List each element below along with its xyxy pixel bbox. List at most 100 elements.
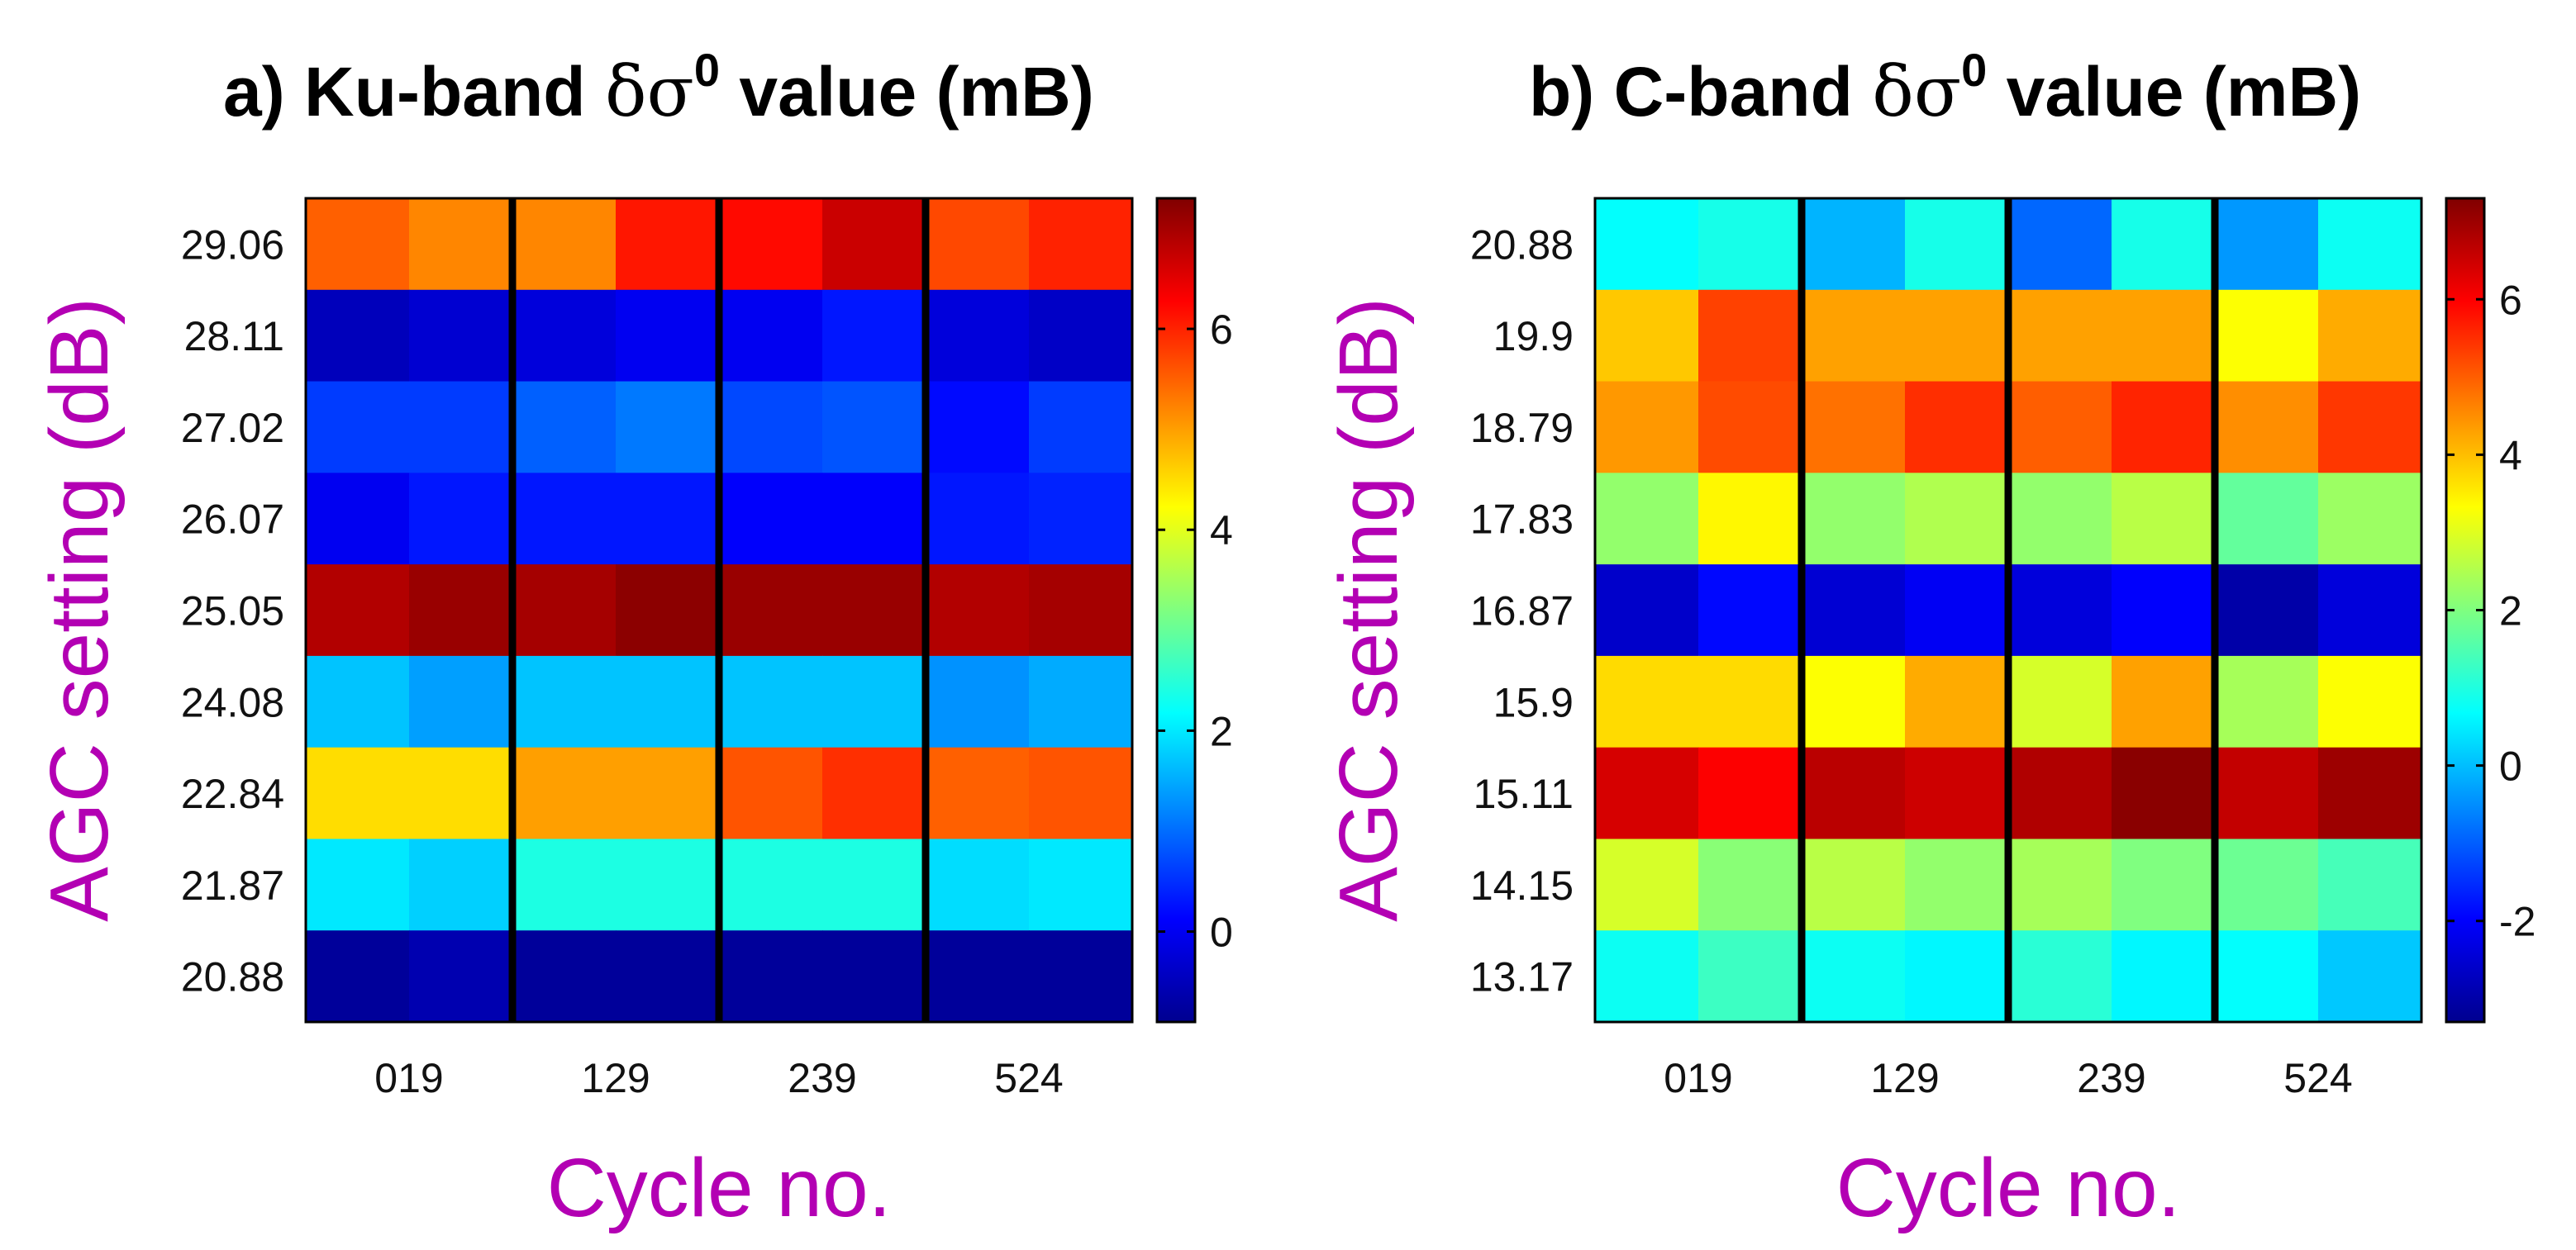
panel-a-cell-r8-c3 bbox=[616, 930, 720, 1023]
panel-b-cell-r3-c6 bbox=[2215, 473, 2319, 565]
panel-b-cell-r7-c2 bbox=[1802, 839, 1906, 931]
panel-b-cell-r0-c1 bbox=[1698, 198, 1802, 291]
panel-a-cell-r6-c2 bbox=[512, 747, 617, 840]
panel-a-heatmap-cells bbox=[306, 198, 1133, 1023]
panel-a-cell-r1-c1 bbox=[409, 289, 513, 383]
panel-a-cell-r2-c4 bbox=[719, 381, 823, 473]
panel-b-y-axis-label: AGC setting (dB) bbox=[1322, 297, 1415, 922]
panel-b-cell-r8-c5 bbox=[2112, 930, 2216, 1023]
panel-b-cell-r6-c0 bbox=[1595, 747, 1699, 840]
panel-a-y-tick-3: 26.07 bbox=[181, 497, 284, 543]
panel-b-title: b) C-band δσ0 value (mB) bbox=[1529, 44, 2361, 132]
panel-b-cell-r6-c4 bbox=[2008, 747, 2112, 840]
panel-b-cell-r4-c6 bbox=[2215, 564, 2319, 657]
panel-b-cell-r1-c0 bbox=[1595, 289, 1699, 383]
panel-a-cell-r6-c3 bbox=[616, 747, 720, 840]
panel-a-cell-r0-c5 bbox=[822, 198, 926, 291]
panel-a-cell-r5-c1 bbox=[409, 655, 513, 749]
panel-b-cell-r5-c3 bbox=[1905, 655, 2009, 749]
panel-b-cell-r2-c2 bbox=[1802, 381, 1906, 473]
panel-a-y-tick-5: 24.08 bbox=[181, 679, 284, 725]
panel-a-cell-r4-c7 bbox=[1029, 564, 1133, 657]
panel-a-cell-r3-c5 bbox=[822, 473, 926, 565]
panel-b-cell-r5-c0 bbox=[1595, 655, 1699, 749]
panel-a-cell-r4-c1 bbox=[409, 564, 513, 657]
panel-b-cell-r6-c5 bbox=[2112, 747, 2216, 840]
panel-a-colorbar-tick-0: 0 bbox=[1210, 910, 1233, 956]
panel-a-cell-r3-c2 bbox=[512, 473, 617, 565]
panel-a-cell-r5-c4 bbox=[719, 655, 823, 749]
panel-a-title: a) Ku-band δσ0 value (mB) bbox=[223, 44, 1094, 132]
panel-b-cell-r6-c3 bbox=[1905, 747, 2009, 840]
panel-a-cell-r6-c5 bbox=[822, 747, 926, 840]
panel-b-colorbar-tick-2: 2 bbox=[2499, 588, 2522, 635]
panel-b-y-tick-3: 17.83 bbox=[1470, 497, 1574, 543]
panel-a-cell-r7-c0 bbox=[306, 839, 410, 931]
panel-b-y-tick-5: 15.9 bbox=[1493, 679, 1574, 725]
panel-b-colorbar-tick-3: 4 bbox=[2499, 432, 2522, 478]
panel-b-cell-r3-c7 bbox=[2318, 473, 2422, 565]
panel-a-cell-r8-c5 bbox=[822, 930, 926, 1023]
panel-a-cell-r4-c6 bbox=[926, 564, 1030, 657]
panel-b-cycle-separators bbox=[1797, 198, 2219, 1022]
panel-b-cell-r3-c2 bbox=[1802, 473, 1906, 565]
panel-a-cell-r4-c0 bbox=[306, 564, 410, 657]
panel-b-x-axis-label: Cycle no. bbox=[1836, 1142, 2181, 1234]
panel-a-cell-r1-c5 bbox=[822, 289, 926, 383]
panel-a-cell-r7-c6 bbox=[926, 839, 1030, 931]
panel-a-x-tick-1: 129 bbox=[581, 1055, 650, 1101]
panel-a-x-tick-2: 239 bbox=[788, 1055, 856, 1101]
panel-a-cell-r3-c3 bbox=[616, 473, 720, 565]
panel-b-y-tick-7: 14.15 bbox=[1470, 863, 1574, 909]
panel-a-cell-r4-c2 bbox=[512, 564, 617, 657]
panel-b-cell-r5-c7 bbox=[2318, 655, 2422, 749]
panel-a-cell-r8-c6 bbox=[926, 930, 1030, 1023]
panel-a-cell-r0-c3 bbox=[616, 198, 720, 291]
panel-a-cell-r1-c4 bbox=[719, 289, 823, 383]
panel-a-y-tick-8: 20.88 bbox=[181, 954, 284, 1000]
panel-b-cell-r2-c6 bbox=[2215, 381, 2319, 473]
panel-a-cell-r0-c6 bbox=[926, 198, 1030, 291]
panel-a-cell-r6-c6 bbox=[926, 747, 1030, 840]
panel-a-cell-r8-c2 bbox=[512, 930, 617, 1023]
panel-b-cell-r6-c6 bbox=[2215, 747, 2319, 840]
panel-b-colorbar-tick-0: -2 bbox=[2499, 899, 2536, 945]
panel-b-cell-r1-c3 bbox=[1905, 289, 2009, 383]
panel-b-cell-r7-c4 bbox=[2008, 839, 2112, 931]
panel-b-cell-r2-c3 bbox=[1905, 381, 2009, 473]
panel-b-cell-r7-c7 bbox=[2318, 839, 2422, 931]
panel-b-cell-r2-c1 bbox=[1698, 381, 1802, 473]
panel-b-cell-r5-c6 bbox=[2215, 655, 2319, 749]
panel-b-cell-r7-c3 bbox=[1905, 839, 2009, 931]
panel-a-cell-r6-c4 bbox=[719, 747, 823, 840]
panel-b-x-tick-labels: 019 129 239 524 bbox=[1664, 1055, 2352, 1101]
panel-b-cell-r4-c4 bbox=[2008, 564, 2112, 657]
panel-a-cell-r5-c6 bbox=[926, 655, 1030, 749]
panel-b-cell-r2-c7 bbox=[2318, 381, 2422, 473]
panel-b-cell-r4-c0 bbox=[1595, 564, 1699, 657]
panel-a-cell-r7-c7 bbox=[1029, 839, 1133, 931]
panel-b: b) C-band δσ0 value (mB) 20.88 19.9 18.79 1… bbox=[1322, 44, 2536, 1234]
panel-b-cell-r5-c4 bbox=[2008, 655, 2112, 749]
panel-a-x-axis-label: Cycle no. bbox=[547, 1142, 892, 1234]
panel-b-cell-r8-c0 bbox=[1595, 930, 1699, 1023]
panel-b-cell-r6-c2 bbox=[1802, 747, 1906, 840]
panel-a-cell-r1-c7 bbox=[1029, 289, 1133, 383]
panel-b-cell-r1-c2 bbox=[1802, 289, 1906, 383]
panel-b-x-tick-2: 239 bbox=[2077, 1055, 2145, 1101]
panel-b-cell-r6-c7 bbox=[2318, 747, 2422, 840]
panel-a-cell-r2-c5 bbox=[822, 381, 926, 473]
panel-b-cell-r7-c1 bbox=[1698, 839, 1802, 931]
panel-b-cell-r4-c1 bbox=[1698, 564, 1802, 657]
panel-b-y-tick-8: 13.17 bbox=[1470, 954, 1574, 1000]
panel-a-cell-r2-c7 bbox=[1029, 381, 1133, 473]
panel-a-cell-r0-c2 bbox=[512, 198, 617, 291]
panel-b-cell-r7-c6 bbox=[2215, 839, 2319, 931]
panel-a-cell-r3-c1 bbox=[409, 473, 513, 565]
panel-a-colorbar-tick-3: 6 bbox=[1210, 307, 1233, 353]
panel-a-cell-r3-c0 bbox=[306, 473, 410, 565]
panel-b-colorbar-tick-1: 0 bbox=[2499, 744, 2522, 790]
panel-a-cycle-separators bbox=[508, 198, 930, 1022]
panel-b-cell-r0-c5 bbox=[2112, 198, 2216, 291]
panel-b-cell-r8-c3 bbox=[1905, 930, 2009, 1023]
